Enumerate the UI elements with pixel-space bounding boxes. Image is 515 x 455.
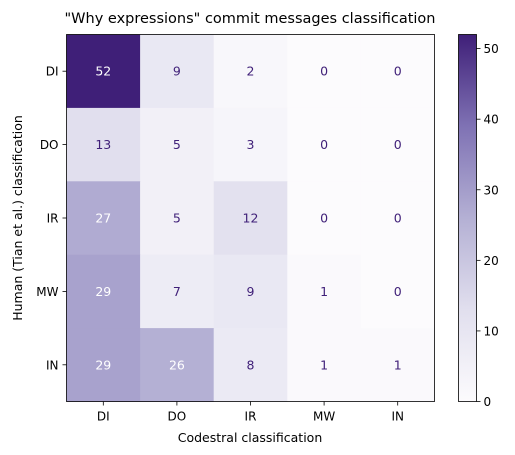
cell-value-label: 0: [394, 211, 402, 226]
heatmap-cell: [287, 328, 362, 402]
x-axis-ticks: DI DO IR MW IN: [97, 401, 404, 424]
cell-value-label: 52: [95, 64, 111, 79]
heatmap-cell: [287, 107, 362, 182]
cell-value-label: 0: [394, 284, 402, 299]
heatmap-cell: [213, 328, 288, 402]
colorbar: [458, 34, 477, 402]
cell-value-label: 1: [394, 357, 402, 372]
heatmap-cell: [360, 181, 435, 256]
x-axis-label: Codestral classification: [178, 430, 323, 445]
cell-value-label: 1: [320, 284, 328, 299]
cell-value-label: 5: [173, 137, 181, 152]
y-axis-label: Human (Tian et al.) classification: [10, 115, 25, 321]
colorbar-tick-label: 40: [484, 113, 499, 127]
colorbar-tick-label: 20: [484, 254, 499, 268]
x-tick-label: IR: [245, 410, 257, 424]
cell-value-label: 0: [394, 137, 402, 152]
y-axis-ticks: DI DO IR MW IN: [36, 65, 67, 372]
heatmap-cell: [140, 107, 215, 182]
cell-value-label: 29: [95, 357, 111, 372]
cell-value-label: 3: [247, 137, 255, 152]
x-tick-label: IN: [391, 410, 404, 424]
cell-value-label: 0: [320, 211, 328, 226]
heatmap-cell: [140, 328, 215, 402]
y-tick-label: DO: [40, 138, 59, 152]
heatmap-cell: [360, 254, 435, 329]
chart-title: "Why expressions" commit messages classi…: [65, 11, 436, 27]
x-tick-label: DO: [168, 410, 187, 424]
cell-value-label: 27: [95, 211, 111, 226]
cell-value-label: 9: [173, 64, 181, 79]
cell-value-label: 1: [320, 357, 328, 372]
heatmap-cell: [140, 34, 215, 109]
heatmap-cell: [360, 34, 435, 109]
colorbar-tick-label: 50: [484, 42, 499, 56]
heatmap-cell: [66, 107, 141, 182]
cell-value-label: 7: [173, 284, 181, 299]
heatmap-cell: [360, 328, 435, 402]
colorbar-ticks: 0 10 20 30 40 50: [476, 42, 499, 409]
heatmap-cell: [213, 254, 288, 329]
colorbar-tick-label: 30: [484, 183, 499, 197]
heatmap-cell: [66, 328, 141, 402]
heatmap-cell-labels: 52 9 2 0 0 13 5 3 0 0 27 5 12 0 0 29 7 9 1 0 29 26 8 1 1: [95, 64, 401, 373]
y-tick-label: IR: [47, 212, 59, 226]
heatmap-cell: [140, 181, 215, 256]
heatmap-cell: [140, 254, 215, 329]
heatmap-cell: [213, 107, 288, 182]
cell-value-label: 29: [95, 284, 111, 299]
cell-value-label: 5: [173, 211, 181, 226]
cell-value-label: 13: [95, 137, 111, 152]
x-tick-label: MW: [313, 410, 335, 424]
cell-value-label: 9: [247, 284, 255, 299]
heatmap-cells: [66, 34, 435, 402]
cell-value-label: 0: [320, 137, 328, 152]
colorbar-tick-label: 10: [484, 324, 499, 338]
cell-value-label: 2: [247, 64, 255, 79]
heatmap-cell: [287, 254, 362, 329]
cell-value-label: 0: [394, 64, 402, 79]
heatmap-cell: [213, 181, 288, 256]
cell-value-label: 12: [243, 211, 259, 226]
y-tick-label: MW: [36, 285, 58, 299]
cell-value-label: 26: [169, 357, 185, 372]
y-tick-label: IN: [46, 358, 59, 372]
x-tick-label: DI: [97, 410, 110, 424]
cell-value-label: 8: [247, 357, 255, 372]
heatmap-cell: [213, 34, 288, 109]
heatmap-cell: [360, 107, 435, 182]
heatmap-cell: [287, 34, 362, 109]
heatmap-cell: [66, 181, 141, 256]
y-tick-label: DI: [46, 65, 59, 79]
cell-value-label: 0: [320, 64, 328, 79]
heatmap-cell: [66, 34, 141, 109]
heatmap-cell: [66, 254, 141, 329]
heatmap-cell: [287, 181, 362, 256]
colorbar-tick-label: 0: [484, 395, 492, 409]
